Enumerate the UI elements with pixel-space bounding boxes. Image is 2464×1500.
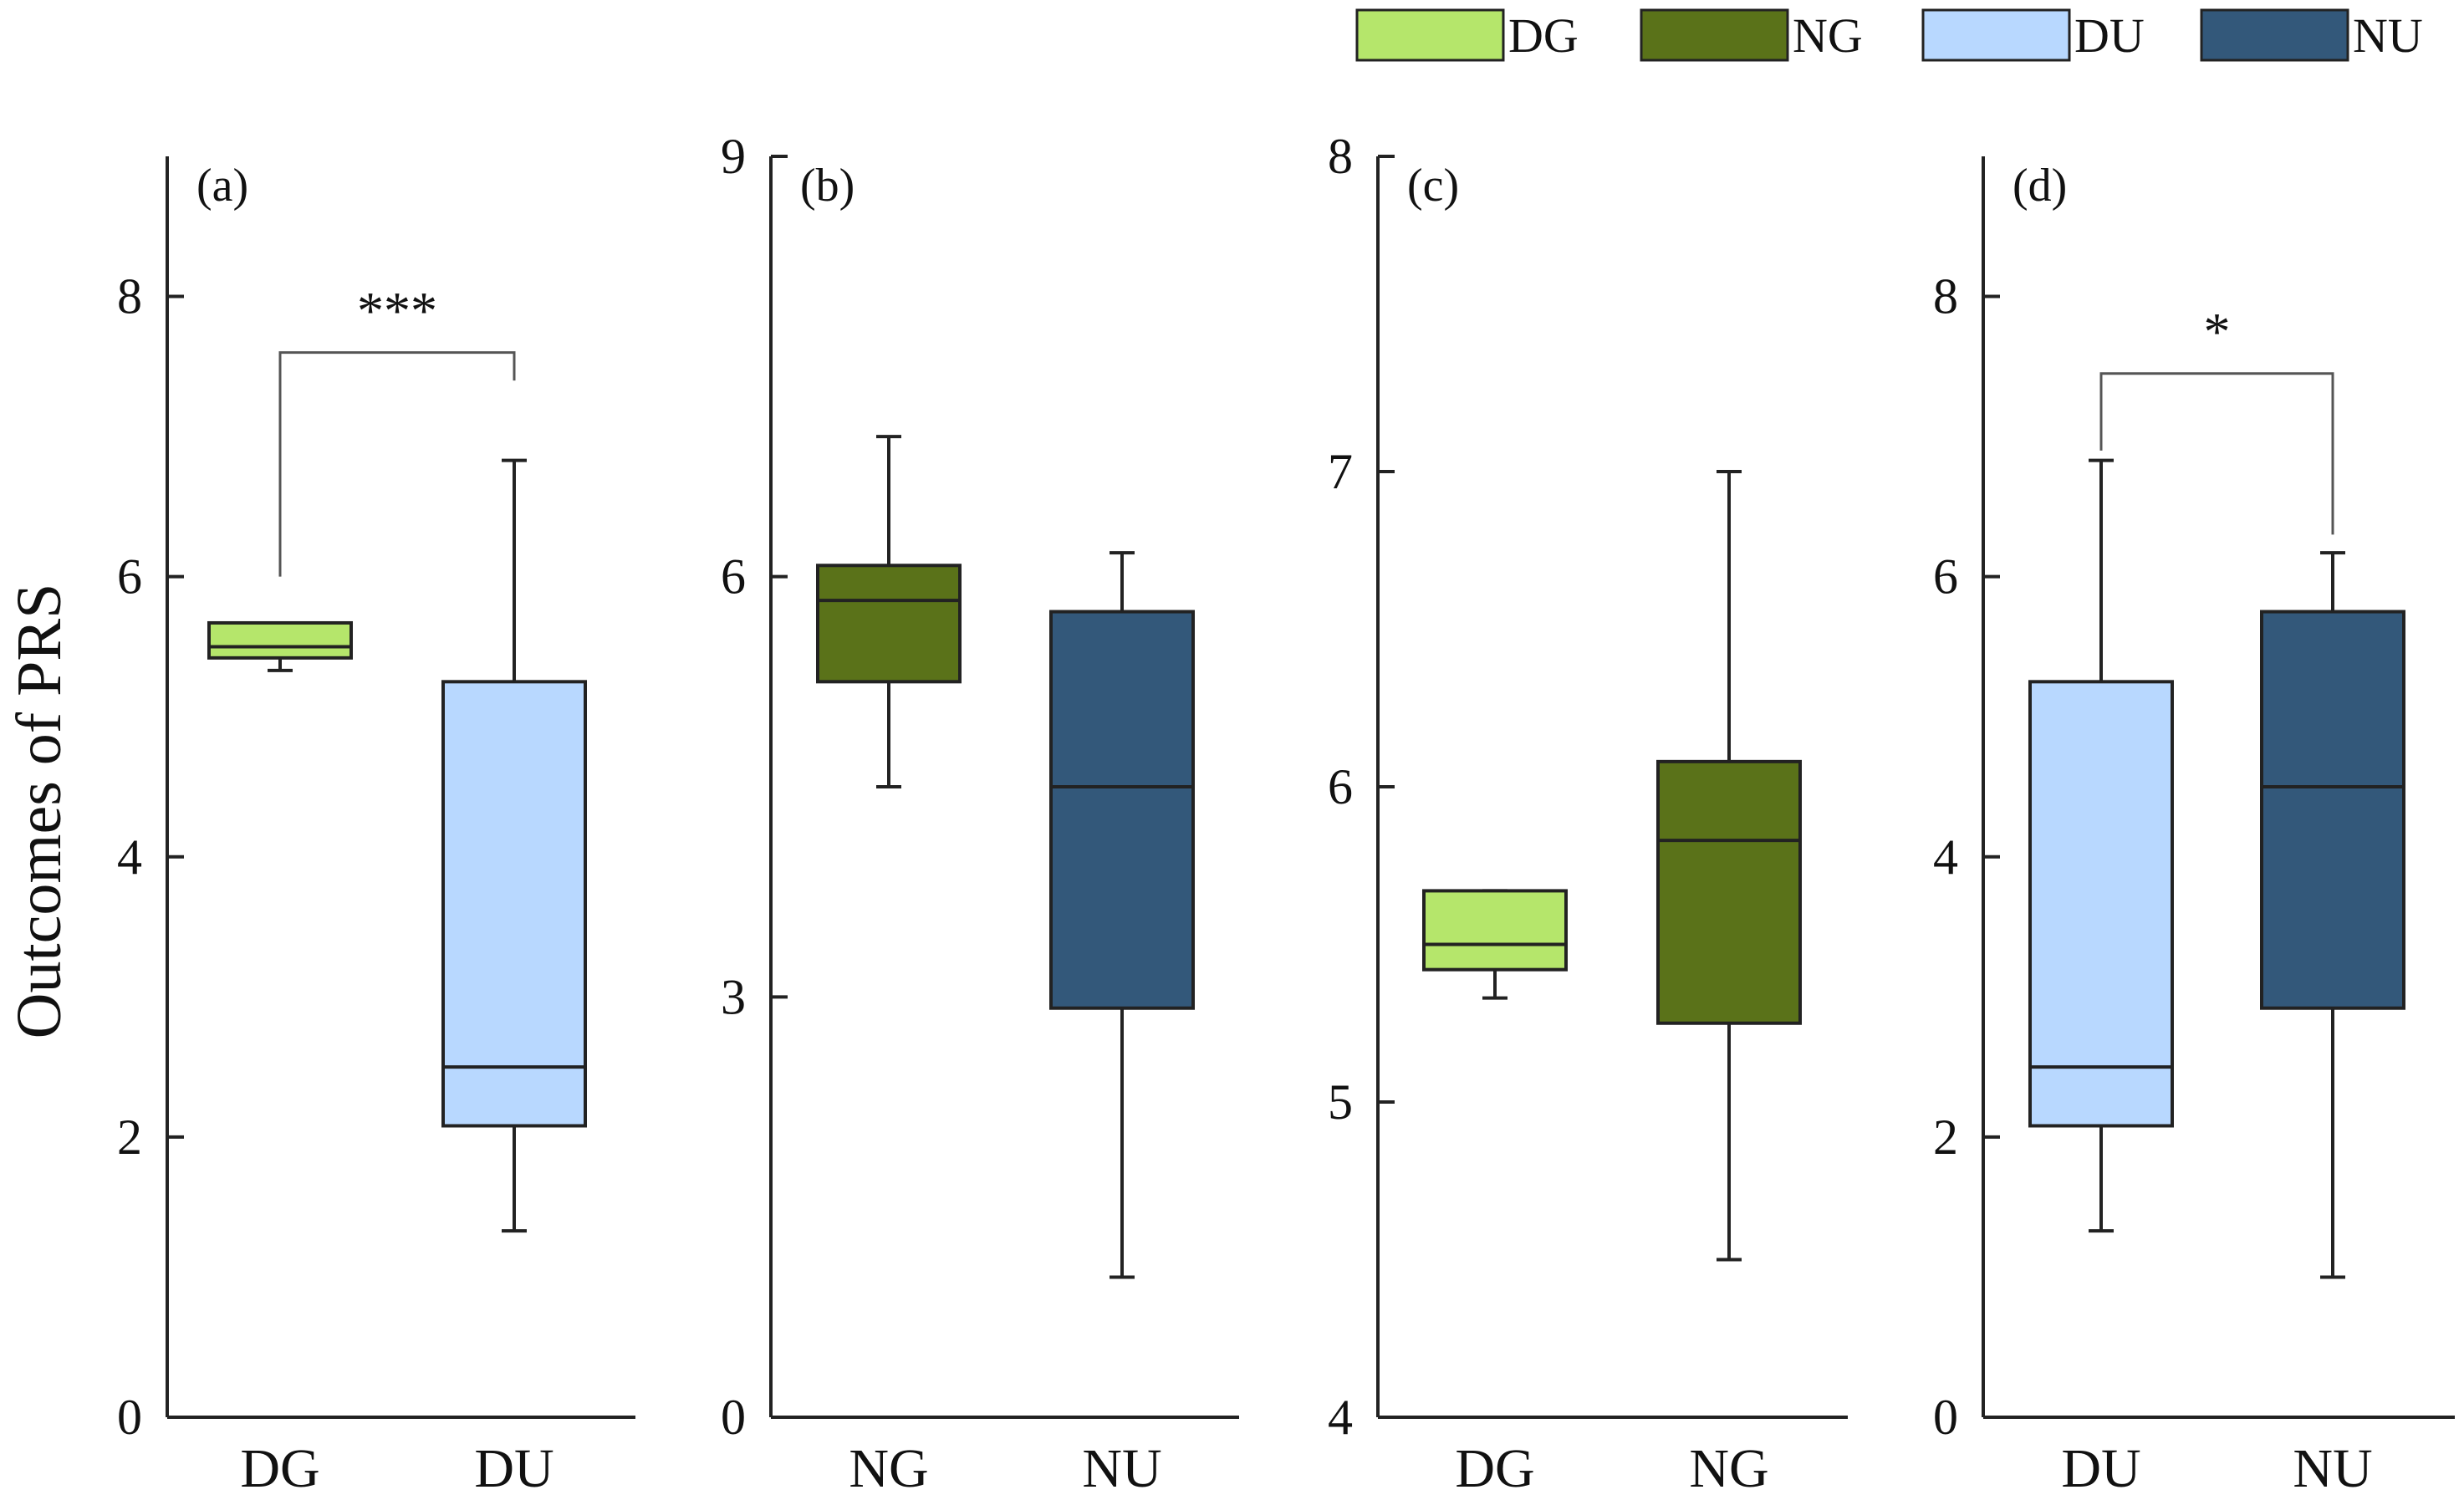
- legend-label-ng: NG: [1793, 8, 1863, 63]
- panel-d: 0 2 4 6 8 (d) DU NU *: [1933, 156, 2455, 1499]
- x-category-label: DU: [2061, 1438, 2140, 1499]
- box-nu: [1049, 551, 1195, 1279]
- y-tick-label: 8: [1933, 269, 1958, 324]
- significance-marker: ***: [357, 281, 437, 340]
- legend-label-dg: DG: [1508, 8, 1579, 63]
- y-tick-label: 5: [1328, 1074, 1353, 1130]
- box-iqr: [207, 620, 353, 660]
- panel-label: (c): [1407, 160, 1459, 212]
- x-category-label: DG: [1455, 1438, 1534, 1499]
- panel-a: 0 2 4 6 8 (a) DG DU ***: [117, 156, 635, 1499]
- box-dg: [1422, 889, 1568, 1000]
- box-iqr: [1656, 759, 1802, 1025]
- box-iqr: [1422, 889, 1568, 972]
- box-du: [441, 458, 587, 1233]
- legend-label-nu: NU: [2353, 8, 2423, 63]
- y-tick-label: 0: [721, 1390, 746, 1445]
- y-tick-label: 4: [1328, 1390, 1353, 1445]
- y-tick-label: 6: [1933, 549, 1958, 605]
- box-nu: [2260, 551, 2405, 1279]
- box-iqr: [816, 564, 962, 684]
- x-category-label: DG: [240, 1438, 319, 1499]
- y-axis-label: Outcomes of PRS: [4, 584, 74, 1039]
- panels: 0 2 4 6 8 (a) DG DU *** 0 3 6 9 (b) NG NU 4 5 6 7 8 (c) DG NG 0 2…: [117, 129, 2455, 1499]
- box-ng: [1656, 470, 1802, 1262]
- panel-label: (a): [196, 160, 248, 212]
- y-tick-label: 8: [1328, 129, 1353, 184]
- legend-swatch-ng: [1640, 8, 1789, 62]
- y-tick-label: 2: [117, 1110, 142, 1165]
- x-category-label: NG: [1689, 1438, 1768, 1499]
- y-tick-label: 0: [1933, 1390, 1958, 1445]
- legend: DG NG DU NU: [1355, 8, 2423, 63]
- legend-swatch-dg: [1355, 8, 1505, 62]
- box-dg: [207, 620, 353, 672]
- x-category-label: NU: [1082, 1438, 1161, 1499]
- box-iqr: [441, 680, 587, 1128]
- y-tick-label: 8: [117, 269, 142, 324]
- y-tick-label: 7: [1328, 444, 1353, 499]
- box-iqr: [2028, 680, 2174, 1128]
- y-tick-label: 6: [117, 549, 142, 605]
- box-iqr: [2260, 610, 2405, 1010]
- panel-label: (b): [800, 160, 854, 212]
- significance-bracket: [2099, 372, 2334, 535]
- y-tick-label: 6: [1328, 759, 1353, 814]
- x-category-label: NG: [849, 1438, 928, 1499]
- y-tick-label: 4: [117, 829, 142, 885]
- y-tick-label: 0: [117, 1390, 142, 1445]
- legend-swatch-nu: [2200, 8, 2349, 62]
- y-tick-label: 4: [1933, 829, 1958, 885]
- panel-c: 4 5 6 7 8 (c) DG NG: [1328, 129, 1848, 1499]
- legend-swatch-du: [1921, 8, 2071, 62]
- significance-bracket: [278, 351, 516, 577]
- x-category-label: DU: [474, 1438, 554, 1499]
- panel-label: (d): [2013, 160, 2067, 212]
- box-iqr: [1049, 610, 1195, 1010]
- y-tick-label: 9: [721, 129, 746, 184]
- box-ng: [816, 435, 962, 788]
- box-du: [2028, 458, 2174, 1233]
- y-tick-label: 3: [721, 969, 746, 1024]
- y-tick-label: 6: [721, 549, 746, 605]
- legend-label-du: DU: [2074, 8, 2145, 63]
- panel-b: 0 3 6 9 (b) NG NU: [721, 129, 1239, 1499]
- y-tick-label: 2: [1933, 1110, 1958, 1165]
- x-category-label: NU: [2293, 1438, 2372, 1499]
- significance-marker: *: [2204, 302, 2231, 361]
